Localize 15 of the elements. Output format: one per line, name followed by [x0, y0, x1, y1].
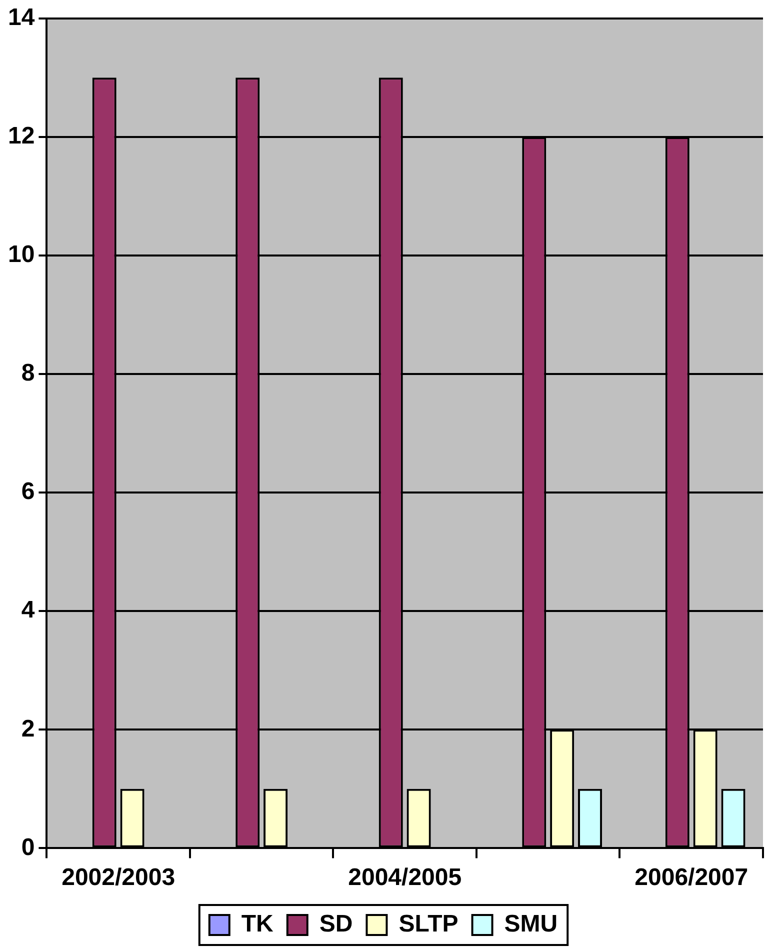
x-tick-label: 2006/2007	[634, 864, 748, 892]
y-tick-label: 6	[21, 478, 35, 506]
legend-label: SD	[319, 910, 353, 938]
legend-label: TK	[241, 910, 274, 938]
x-tick-label: 2004/2005	[348, 864, 462, 892]
legend-label: SLTP	[398, 910, 458, 938]
y-tick-label: 8	[21, 360, 35, 387]
legend-label: SMU	[504, 910, 558, 938]
y-tick-label: 10	[8, 241, 35, 268]
y-tick-label: 4	[21, 596, 36, 624]
y-tick-label: 2	[21, 715, 35, 742]
y-tick-label: 14	[8, 4, 36, 32]
x-tick-label: 2002/2003	[62, 864, 176, 892]
y-tick-label: 0	[21, 834, 35, 861]
y-tick-label: 12	[8, 122, 35, 150]
